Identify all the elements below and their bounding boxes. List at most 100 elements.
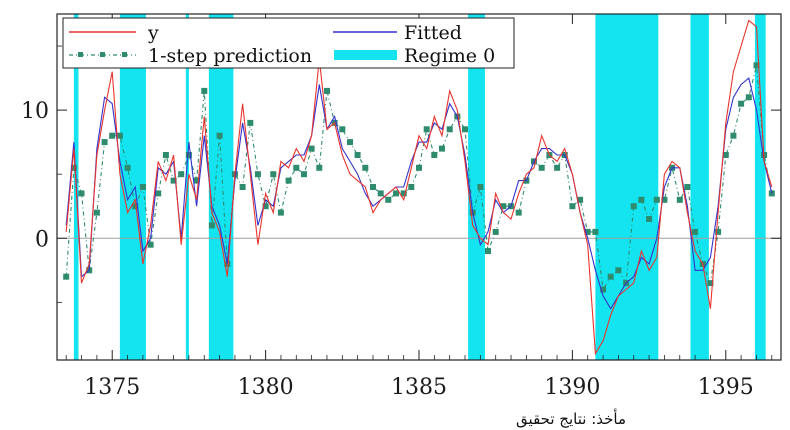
prediction-point [646, 216, 653, 222]
prediction-point [293, 164, 300, 171]
prediction-point [247, 119, 254, 126]
prediction-point [78, 190, 85, 197]
prediction-point [393, 190, 399, 197]
prediction-point [592, 228, 599, 235]
prediction-point [385, 196, 392, 203]
prediction-point [615, 267, 622, 274]
prediction-point [147, 241, 154, 248]
source-note: مأخذ: نتایج تحقیق [516, 410, 626, 428]
prediction-point [431, 152, 438, 158]
prediction-point [339, 126, 346, 133]
legend-swatch-prediction [69, 52, 136, 57]
prediction-point [116, 132, 123, 139]
prediction-point [400, 190, 407, 197]
prediction-point [607, 273, 614, 280]
prediction-point [185, 152, 192, 158]
prediction-point [692, 228, 699, 235]
prediction-point [416, 164, 422, 171]
prediction-point [584, 228, 591, 235]
prediction-point [277, 209, 284, 216]
regime-0-band-4 [468, 14, 485, 360]
prediction-point [270, 171, 277, 178]
series-layer [63, 19, 775, 356]
prediction-point [139, 184, 146, 190]
prediction-point [216, 132, 223, 139]
prediction-point [370, 184, 376, 190]
prediction-point [132, 203, 139, 210]
prediction-point [630, 203, 637, 210]
prediction-point [63, 273, 70, 280]
prediction-point [354, 152, 361, 158]
prediction-point [753, 62, 760, 69]
prediction-point [684, 184, 691, 190]
legend-swatch-regime [334, 50, 397, 60]
prediction-point [500, 203, 507, 210]
prediction-point [477, 184, 484, 190]
prediction-point [208, 222, 215, 229]
prediction-point [439, 145, 445, 152]
x-tick-label: 1375 [84, 375, 140, 400]
regime-0-band-3 [208, 14, 234, 360]
prediction-point [347, 139, 353, 146]
x-tick-label: 1380 [238, 375, 294, 400]
prediction-point [730, 132, 737, 139]
prediction-point [124, 164, 131, 171]
prediction-point [362, 164, 369, 171]
prediction-point [462, 126, 468, 133]
prediction-point [569, 203, 576, 210]
prediction-point [554, 164, 561, 171]
prediction-point [446, 126, 453, 133]
prediction-point [538, 164, 545, 171]
x-tick-label: 1390 [544, 375, 600, 400]
prediction-point [485, 248, 491, 255]
prediction-point [70, 164, 77, 171]
prediction-point [239, 184, 246, 190]
legend-label-regime: Regime 0 [404, 45, 495, 67]
prediction-point [638, 196, 645, 203]
prediction-point [93, 209, 100, 216]
prediction-point [722, 152, 729, 158]
prediction-point [377, 190, 384, 197]
prediction-point [155, 190, 162, 197]
x-tick-label: 1395 [698, 375, 754, 400]
prediction-point [101, 139, 108, 146]
prediction-point [738, 100, 745, 107]
prediction-point [254, 171, 261, 178]
axes: 1375 1380 1385 1390 1395 0 10 [21, 14, 781, 400]
prediction-point [178, 171, 185, 178]
prediction-point [193, 177, 200, 184]
prediction-point [707, 280, 714, 287]
prediction-point [308, 145, 315, 152]
legend-label-fitted: Fitted [404, 22, 462, 44]
prediction-point [600, 286, 607, 293]
prediction-point [316, 164, 323, 171]
prediction-point [201, 87, 208, 94]
prediction-point [285, 177, 292, 184]
prediction-point [324, 87, 330, 94]
prediction-point [653, 196, 660, 203]
prediction-point [262, 203, 269, 210]
y-tick-label: 10 [21, 99, 49, 124]
legend: y Fitted 1-step prediction Regime 0 [62, 17, 515, 69]
prediction-point [423, 126, 430, 133]
prediction-point [715, 228, 722, 235]
regime-0-band-7 [754, 14, 766, 360]
prediction-point [492, 228, 499, 235]
prediction-point [162, 152, 169, 158]
series-fitted-line [65, 77, 773, 310]
legend-label-y: y [147, 22, 159, 44]
y-tick-label: 0 [35, 227, 49, 252]
prediction-point [745, 94, 752, 101]
prediction-point [301, 171, 307, 178]
prediction-point [109, 132, 116, 139]
prediction-point [170, 177, 177, 184]
series-prediction-line [65, 65, 773, 292]
regime-0-band-5 [595, 14, 659, 360]
series-y-line [65, 19, 773, 356]
prediction-point [661, 196, 668, 203]
prediction-point [577, 196, 584, 203]
legend-label-prediction: 1-step prediction [148, 45, 312, 67]
prediction-point [408, 184, 415, 190]
x-tick-label: 1385 [391, 375, 447, 400]
